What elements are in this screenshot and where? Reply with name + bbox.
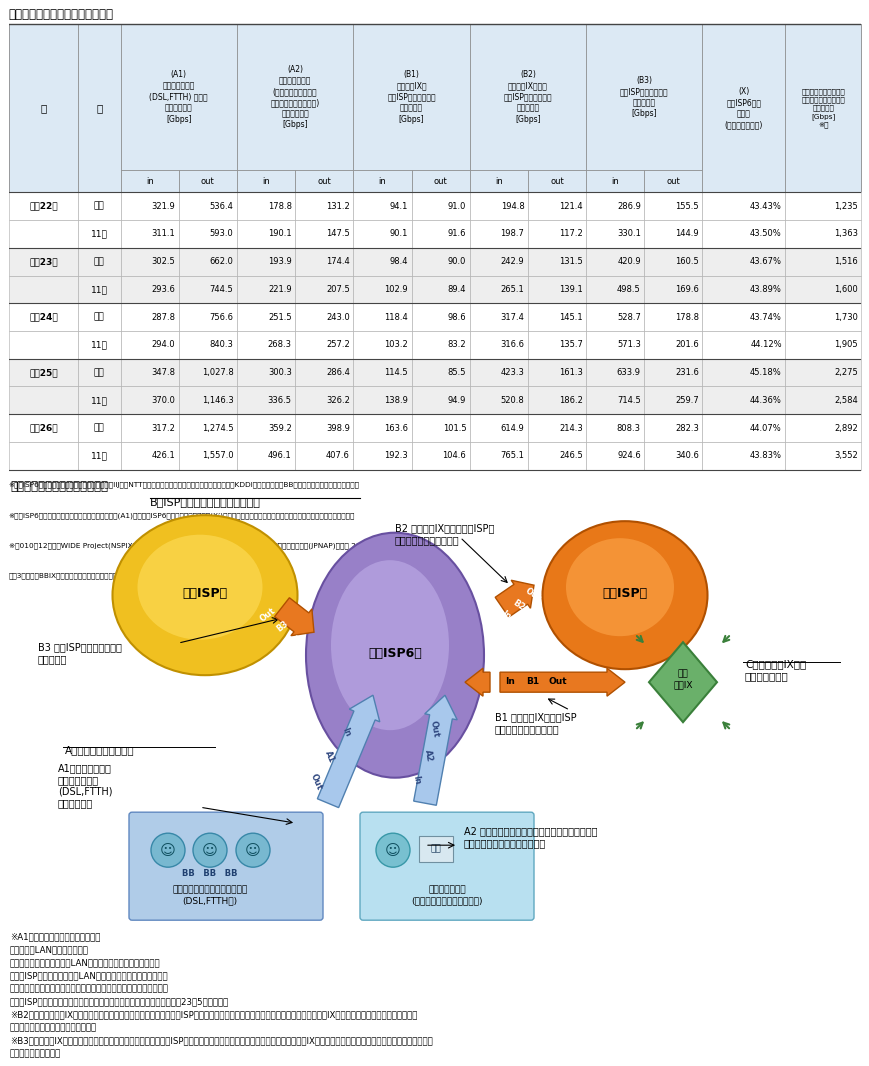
Text: 193.9: 193.9 [268, 257, 291, 266]
Bar [411, 248, 469, 276]
Bar [469, 359, 527, 387]
Bar [586, 359, 643, 387]
Text: 198.7: 198.7 [500, 229, 524, 239]
Text: ※B3には、主要IX「以外」で交換されるトラヒックのうち、国外ISPとのプライベート・ピアリング、トランジット、国外IXにおけるパブリック・ピアリングにより交換: ※B3には、主要IX「以外」で交換されるトラヒックのうち、国外ISPとのプライベ… [10, 1036, 432, 1045]
Text: B1 国内主要IXで協力ISP
と交換されるトラヒック: B1 国内主要IXで協力ISP と交換されるトラヒック [494, 712, 576, 734]
Bar [785, 332, 860, 359]
Bar [353, 415, 411, 442]
Bar [178, 332, 236, 359]
Bar [353, 359, 411, 387]
Text: (B3)
国外ISPと交換される
トラヒック
[Gbps]: (B3) 国外ISPと交換される トラヒック [Gbps] [620, 76, 667, 118]
Bar [785, 442, 860, 470]
Text: 43.83%: 43.83% [749, 451, 781, 461]
Circle shape [151, 834, 185, 867]
Text: 83.2: 83.2 [448, 340, 466, 350]
Text: 44.12%: 44.12% [749, 340, 781, 350]
Text: 国内ISP等: 国内ISP等 [601, 586, 647, 600]
Text: In: In [410, 775, 421, 786]
Bar [785, 192, 860, 221]
Text: C　国内主要IXにお
けるトラヒック: C 国内主要IXにお けるトラヒック [744, 660, 806, 681]
Text: 144.9: 144.9 [674, 229, 698, 239]
Text: 178.8: 178.8 [674, 312, 698, 322]
Text: B3 国外ISP等と交換される
トラヒック: B3 国外ISP等と交換される トラヒック [38, 643, 122, 664]
Bar [9, 248, 78, 276]
Bar [411, 169, 469, 192]
Text: 44.07%: 44.07% [749, 423, 781, 433]
Text: 756.6: 756.6 [209, 312, 233, 322]
Text: 43.89%: 43.89% [749, 285, 781, 294]
Text: 43.50%: 43.50% [749, 229, 781, 239]
Bar [643, 387, 701, 415]
Text: 287.8: 287.8 [151, 312, 176, 322]
Text: 246.5: 246.5 [558, 451, 582, 461]
Text: 207.5: 207.5 [326, 285, 349, 294]
Bar [527, 169, 586, 192]
Text: 163.6: 163.6 [383, 423, 408, 433]
Text: 178.8: 178.8 [268, 201, 291, 211]
Text: 528.7: 528.7 [616, 312, 640, 322]
Bar [586, 248, 643, 276]
Text: 2,584: 2,584 [833, 395, 857, 405]
Text: out: out [201, 177, 215, 185]
Text: 1,600: 1,600 [833, 285, 857, 294]
Text: 370.0: 370.0 [151, 395, 176, 405]
Bar [9, 332, 78, 359]
Bar [236, 332, 295, 359]
Bar [469, 25, 586, 169]
Text: 【トラヒックの集計及び推定値】: 【トラヒックの集計及び推定値】 [9, 7, 114, 20]
Text: 1,905: 1,905 [833, 340, 857, 350]
Text: Out: Out [548, 677, 567, 685]
Text: in: in [494, 177, 502, 185]
Text: A1ブロードバンド
サービス契約者
(DSL,FTTH)
のトラヒック: A1ブロードバンド サービス契約者 (DSL,FTTH) のトラヒック [58, 763, 112, 808]
Text: 1,516: 1,516 [833, 257, 857, 266]
Bar [469, 221, 527, 248]
FancyArrow shape [317, 695, 380, 808]
Text: 94.9: 94.9 [448, 395, 466, 405]
Bar [643, 221, 701, 248]
Text: 407.6: 407.6 [326, 451, 349, 461]
Text: 114.5: 114.5 [384, 368, 408, 377]
Text: 257.2: 257.2 [326, 340, 349, 350]
Bar [411, 332, 469, 359]
Text: 321.9: 321.9 [151, 201, 176, 211]
Ellipse shape [112, 515, 297, 675]
Text: 265.1: 265.1 [501, 285, 524, 294]
Bar [78, 359, 121, 387]
Bar [701, 192, 785, 221]
Text: 221.9: 221.9 [268, 285, 291, 294]
Text: 104.6: 104.6 [442, 451, 466, 461]
Text: 1,730: 1,730 [833, 312, 857, 322]
Text: 398.9: 398.9 [326, 423, 349, 433]
Text: 520.8: 520.8 [501, 395, 524, 405]
FancyArrow shape [464, 668, 489, 696]
Text: In: In [340, 726, 351, 738]
Text: 【集計したトラヒックの種類】: 【集計したトラヒックの種類】 [10, 480, 108, 494]
Text: out: out [549, 177, 563, 185]
Bar [411, 221, 469, 248]
Text: 496.1: 496.1 [268, 451, 291, 461]
Text: 103.2: 103.2 [384, 340, 408, 350]
Text: ※A1には、次のトラヒックを含む。: ※A1には、次のトラヒックを含む。 [10, 932, 100, 941]
Text: 498.5: 498.5 [616, 285, 640, 294]
Bar [121, 415, 178, 442]
Bar [353, 442, 411, 470]
Text: ・一部ISP事業者の公衆無線LANサービスのトラヒックの一部。: ・一部ISP事業者の公衆無線LANサービスのトラヒックの一部。 [10, 971, 169, 980]
Text: A1: A1 [323, 749, 336, 764]
FancyArrow shape [414, 695, 457, 805]
Bar [469, 248, 527, 276]
Text: 302.5: 302.5 [151, 257, 176, 266]
Bar [236, 276, 295, 304]
Text: 94.1: 94.1 [389, 201, 408, 211]
Text: トラヒックを含む。: トラヒックを含む。 [10, 1049, 61, 1059]
Bar [701, 415, 785, 442]
Text: ※協力ISP6社のブロードバンド契約者のトラヒック(A1)と、協力ISP6社の契約者数のシェア(X’)を算出し、我が国のブロードバンド契約者のトラヒック総量を試: ※協力ISP6社のブロードバンド契約者のトラヒック(A1)と、協力ISP6社の契… [9, 512, 355, 518]
Text: 359.2: 359.2 [268, 423, 291, 433]
Text: 326.2: 326.2 [326, 395, 349, 405]
Bar [9, 442, 78, 470]
Text: 231.6: 231.6 [674, 368, 698, 377]
Text: 744.5: 744.5 [209, 285, 233, 294]
Bar [411, 304, 469, 332]
Text: 426.1: 426.1 [151, 451, 176, 461]
FancyArrow shape [275, 598, 314, 635]
Text: 85.5: 85.5 [448, 368, 466, 377]
